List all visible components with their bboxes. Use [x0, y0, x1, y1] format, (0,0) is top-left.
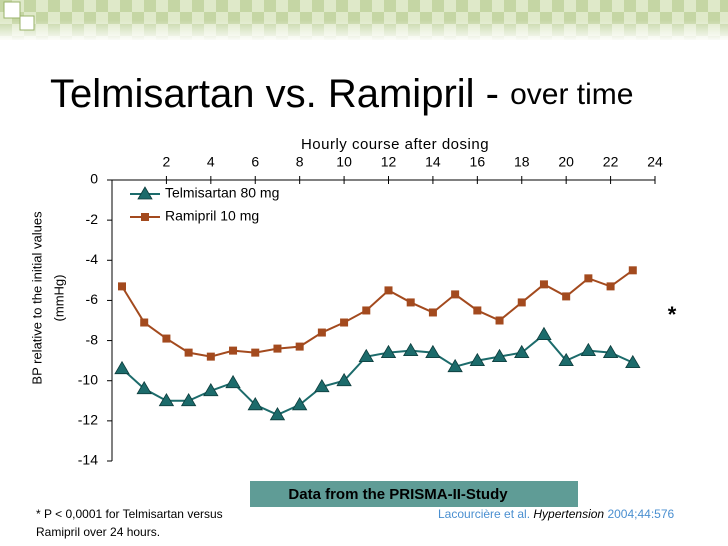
- data-point: [536, 326, 552, 340]
- footnote: * P < 0,0001 for Telmisartan versus: [36, 507, 223, 521]
- x-tick-label: 12: [381, 154, 397, 170]
- data-point: [580, 342, 597, 357]
- data-point: [539, 280, 548, 289]
- data-point: [136, 380, 152, 395]
- data-point: [517, 298, 526, 307]
- data-point: [162, 334, 171, 343]
- header-fade: [0, 20, 728, 42]
- data-point: [291, 397, 308, 411]
- data-point: [403, 342, 419, 357]
- data-point: [451, 290, 460, 299]
- y-tick-label: -14: [78, 452, 98, 468]
- x-axis-title: Hourly course after dosing: [301, 136, 489, 153]
- data-point: [425, 344, 441, 359]
- data-point: [491, 348, 508, 363]
- data-point: [469, 352, 486, 367]
- data-point: [362, 306, 371, 315]
- data-point: [495, 316, 504, 325]
- y-axis-title: (mmHg): [51, 275, 66, 322]
- data-point: [384, 286, 393, 295]
- y-tick-label: -6: [86, 291, 99, 307]
- data-point: [114, 360, 130, 375]
- data-point: [295, 342, 304, 351]
- data-point: [625, 354, 641, 369]
- x-tick-label: 8: [296, 154, 304, 170]
- y-tick-label: 0: [90, 171, 98, 187]
- data-point: [229, 346, 238, 355]
- data-point: [558, 352, 574, 367]
- data-point: [380, 344, 397, 359]
- y-tick-label: -12: [78, 412, 98, 428]
- data-point: [314, 378, 330, 393]
- data-point: [203, 382, 219, 397]
- x-tick-label: 6: [251, 154, 259, 170]
- legend-label: Ramipril 10 mg: [165, 208, 259, 224]
- source-box-text: Data from the PRISMA-II-Study: [288, 486, 508, 503]
- citation: Lacourcière et al. Hypertension 2004;44:…: [438, 507, 675, 521]
- data-point: [140, 318, 149, 327]
- data-point: [473, 306, 482, 315]
- data-point: [358, 348, 374, 363]
- data-point: [247, 397, 263, 411]
- significance-mark: *: [668, 302, 677, 327]
- data-point: [273, 344, 282, 353]
- x-tick-label: 22: [603, 154, 619, 170]
- logo-square: [3, 1, 21, 19]
- x-tick-label: 18: [514, 154, 530, 170]
- data-point: [317, 328, 326, 337]
- y-tick-label: -10: [78, 371, 98, 387]
- x-tick-label: 14: [425, 154, 441, 170]
- slide-title: Telmisartan vs. Ramipril - over time: [50, 72, 633, 116]
- chart: Hourly course after dosing BP relative to…: [29, 136, 663, 468]
- data-point: [158, 392, 175, 407]
- data-point: [562, 292, 571, 301]
- legend-label: Telmisartan 80 mg: [165, 185, 279, 201]
- series-line: [121, 333, 634, 416]
- data-point: [180, 392, 197, 407]
- data-point: [606, 282, 615, 291]
- x-tick-label: 4: [207, 154, 215, 170]
- x-tick-label: 24: [647, 154, 663, 170]
- data-point: [584, 274, 593, 283]
- x-tick-label: 16: [470, 154, 486, 170]
- data-point: [628, 266, 637, 275]
- y-axis-title: BP relative to the initial values: [29, 211, 44, 385]
- data-point: [225, 374, 241, 389]
- source-box: [250, 481, 578, 507]
- data-point: [428, 308, 437, 317]
- y-tick-label: -2: [86, 211, 99, 227]
- data-point: [514, 344, 530, 359]
- data-point: [269, 407, 286, 421]
- y-tick-label: -8: [86, 331, 99, 347]
- data-point: [602, 344, 619, 359]
- logo-square: [19, 15, 35, 31]
- data-point: [447, 358, 463, 373]
- data-point: [406, 298, 415, 307]
- legend-marker: [141, 213, 149, 221]
- footnote: Ramipril over 24 hours.: [36, 525, 160, 539]
- data-point: [184, 348, 193, 357]
- x-tick-label: 20: [558, 154, 574, 170]
- data-point: [206, 352, 215, 361]
- x-tick-label: 2: [163, 154, 171, 170]
- data-point: [118, 282, 126, 291]
- x-tick-label: 10: [336, 154, 352, 170]
- data-point: [336, 372, 352, 387]
- series-line: [121, 269, 634, 358]
- legend-marker: [137, 186, 153, 200]
- data-point: [251, 348, 260, 357]
- y-tick-label: -4: [86, 251, 99, 267]
- data-point: [340, 318, 349, 327]
